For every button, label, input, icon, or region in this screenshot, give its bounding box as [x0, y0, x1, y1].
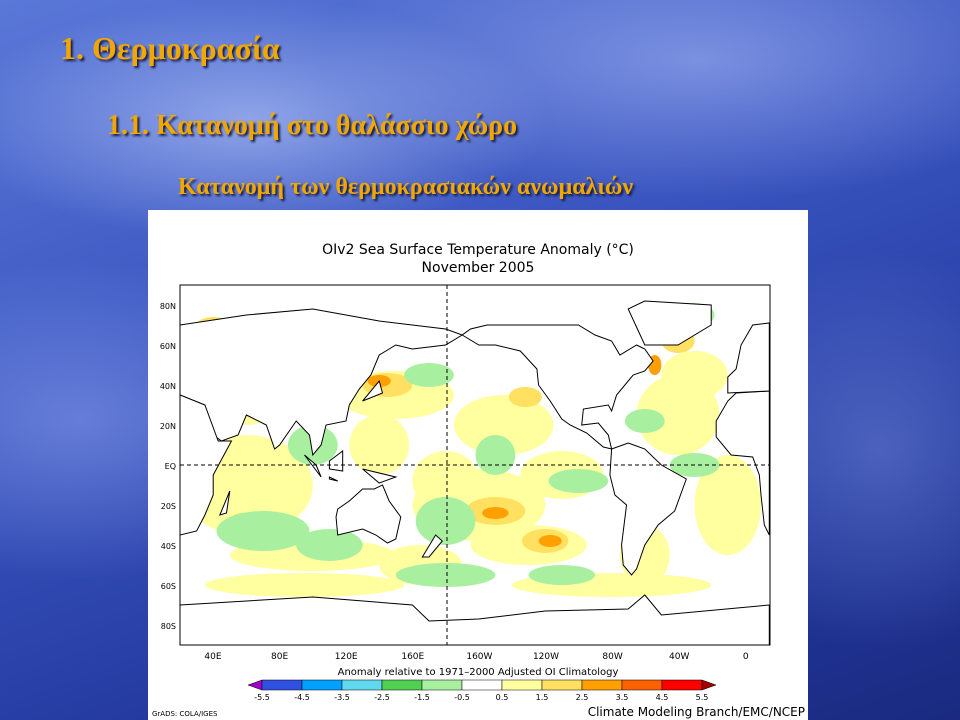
anomaly-patch: [412, 451, 479, 511]
map: [180, 300, 770, 645]
anomaly-patch: [404, 363, 454, 387]
credit-right: Climate Modeling Branch/EMC/NCEP: [588, 705, 805, 719]
land: [180, 594, 770, 645]
lon-label: 0: [743, 652, 749, 662]
lon-label: 80E: [271, 652, 288, 662]
anomaly-patch: [548, 469, 609, 493]
lat-label: 20N: [160, 422, 176, 431]
lon-label: 80W: [602, 652, 622, 662]
lon-label: 120E: [335, 652, 358, 662]
lat-label: 80N: [160, 302, 176, 311]
anomaly-patch: [296, 529, 363, 561]
lon-label: 160E: [401, 652, 424, 662]
figure-date: November 2005: [422, 260, 535, 276]
land: [461, 324, 654, 450]
land: [335, 484, 402, 544]
colorbar-label: -0.5: [454, 693, 470, 702]
lat-label: EQ: [165, 462, 176, 471]
credit-left: GrADS: COLA/IGES: [152, 710, 218, 718]
lon-label: 160W: [466, 652, 492, 662]
anomaly-patch: [538, 535, 562, 547]
colorbar-box: [301, 679, 343, 691]
land: [362, 379, 384, 402]
lon-label: 40E: [204, 652, 221, 662]
anomaly-patch: [624, 409, 665, 433]
lat-label: 60N: [160, 342, 176, 351]
land: [180, 394, 233, 536]
colorbar-box: [461, 679, 503, 691]
colorbar-box: [661, 679, 703, 691]
land: [362, 468, 398, 484]
anomaly-patch: [475, 435, 516, 475]
colorbar-box: [541, 679, 583, 691]
anomaly-patch: [694, 455, 761, 555]
figure-title: OIv2 Sea Surface Temperature Anomaly (°C…: [322, 242, 634, 258]
slide-subtitle: 1.1. Κατανομή στο θαλάσσιο χώρο: [107, 110, 518, 141]
slide-title: 1. Θερμοκρασία: [60, 30, 280, 66]
colorbar-end: [701, 679, 717, 691]
land: [627, 300, 712, 346]
colorbar-label: 4.5: [656, 693, 669, 702]
colorbar-box: [341, 679, 383, 691]
anomaly-patch: [349, 415, 410, 475]
colorbar-caption: Anomaly relative to 1971–2000 Adjusted O…: [338, 667, 619, 678]
land: [715, 390, 770, 536]
anomaly-patch: [216, 511, 310, 551]
anomaly-patch: [661, 351, 728, 399]
anomaly-patch: [508, 387, 542, 407]
anomaly-patch: [415, 497, 476, 545]
lon-label: 120W: [533, 652, 559, 662]
anomaly-patch: [395, 563, 496, 587]
lon-label: 40W: [669, 652, 689, 662]
colorbar-box: [421, 679, 463, 691]
colorbar-label: 0.5: [496, 693, 509, 702]
colorbar-box: [501, 679, 543, 691]
anomaly-patch: [453, 395, 554, 455]
land: [609, 442, 687, 576]
land: [180, 308, 464, 457]
lat-label: 60S: [161, 582, 176, 591]
colorbar-label: 3.5: [616, 693, 629, 702]
anomaly-patch: [204, 573, 405, 597]
colorbar-box: [381, 679, 423, 691]
colorbar-label: 5.5: [696, 693, 709, 702]
lat-label: 40S: [161, 542, 176, 551]
colorbar-box: [621, 679, 663, 691]
land: [218, 490, 231, 516]
colorbar-label: -5.5: [254, 693, 270, 702]
lat-label: 40N: [160, 382, 176, 391]
colorbar-label: -4.5: [294, 693, 310, 702]
land: [727, 322, 770, 394]
lat-label: 20S: [161, 502, 176, 511]
slide-caption: Κατανομή των θερμοκρασιακών ανωμαλιών: [178, 174, 634, 200]
land: [328, 449, 344, 472]
land: [421, 534, 443, 558]
colorbar-box: [581, 679, 623, 691]
anomaly-patch: [482, 507, 509, 519]
colorbar-label: -3.5: [334, 693, 350, 702]
colorbar-box: [261, 679, 303, 691]
colorbar-label: 2.5: [576, 693, 589, 702]
colorbar-label: -1.5: [414, 693, 430, 702]
figure: OIv2 Sea Surface Temperature Anomaly (°C…: [148, 210, 808, 720]
land: [328, 476, 338, 482]
colorbar-label: 1.5: [536, 693, 549, 702]
lat-label: 80S: [161, 622, 176, 631]
anomaly-patch: [528, 565, 595, 585]
land: [304, 454, 322, 478]
colorbar-label: -2.5: [374, 693, 390, 702]
